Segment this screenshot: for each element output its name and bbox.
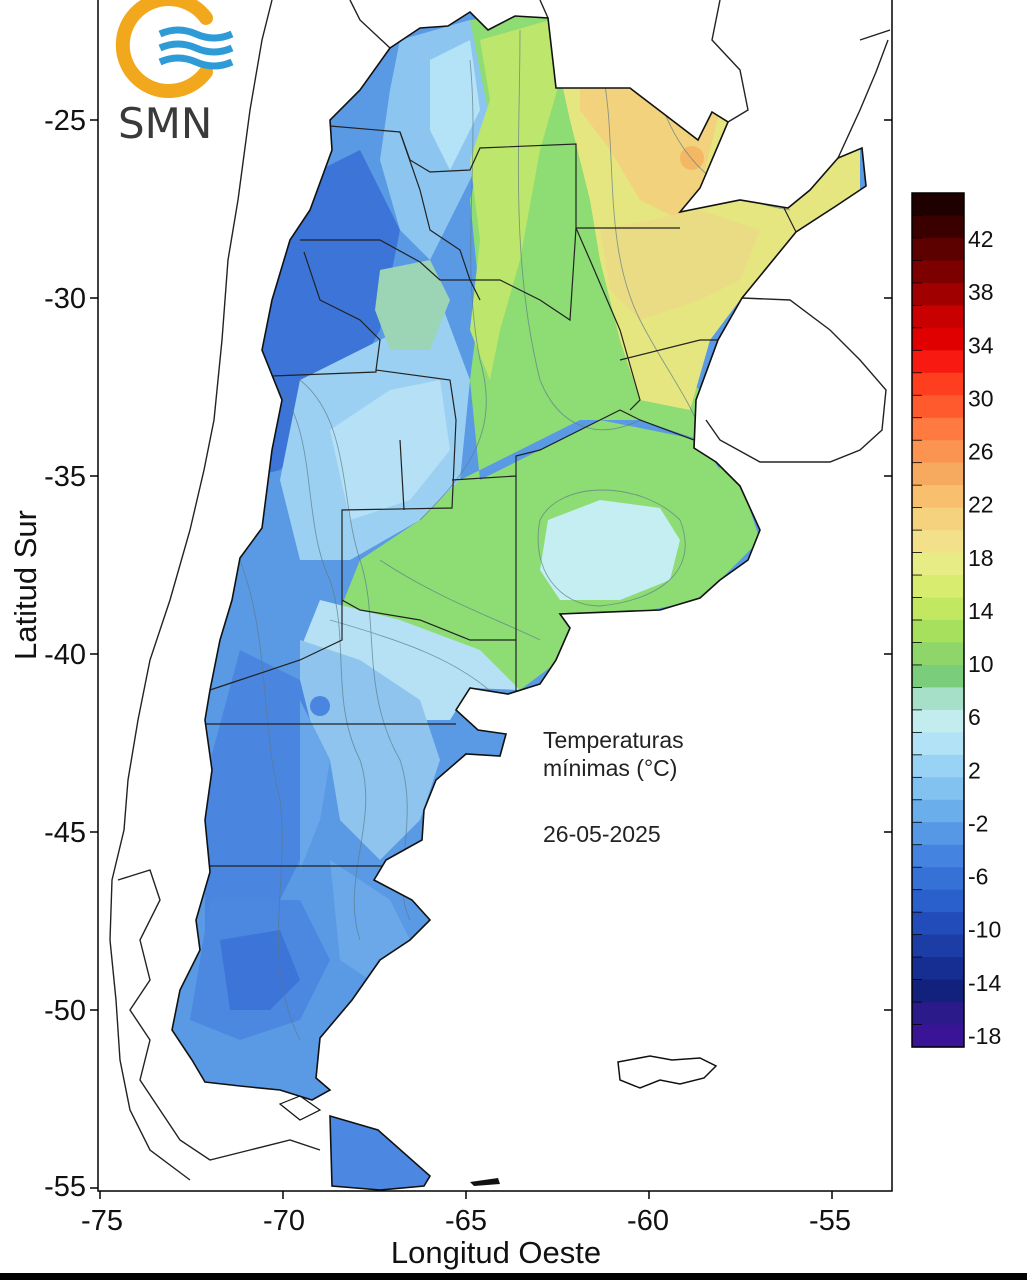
- legend-swatch: [912, 777, 964, 801]
- legend-swatch: [912, 395, 964, 419]
- annotation-date: 26-05-2025: [543, 821, 661, 847]
- legend-label: 26: [968, 439, 994, 465]
- legend-swatch: [912, 979, 964, 1003]
- y-tick-label: -45: [44, 817, 86, 849]
- legend-swatch: [912, 507, 964, 531]
- legend-swatch: [912, 485, 964, 509]
- province-borders: [205, 125, 797, 1186]
- legend-swatch: [912, 642, 964, 666]
- legend-label: 22: [968, 492, 994, 518]
- annotation-title-line2: mínimas (°C): [543, 755, 677, 781]
- legend-swatches: [912, 192, 964, 1048]
- legend-label: 18: [968, 545, 994, 571]
- y-tick-label: -25: [44, 105, 86, 137]
- legend-swatch: [912, 687, 964, 711]
- legend-swatch: [912, 372, 964, 396]
- legend-swatch: [912, 193, 964, 217]
- y-tick-label: -50: [44, 995, 86, 1027]
- legend-swatch: [912, 575, 964, 599]
- x-tick-label: -75: [81, 1205, 123, 1237]
- y-tick-label: -55: [44, 1171, 86, 1203]
- x-tick-labels: -75 -70 -65 -60 -55: [81, 1205, 851, 1237]
- legend-label: 38: [968, 279, 994, 305]
- logo-text: SMN: [118, 99, 212, 148]
- legend-label: 42: [968, 226, 994, 252]
- logo-wave: [158, 26, 234, 42]
- legend-swatch: [912, 889, 964, 913]
- staten-island: [470, 1178, 500, 1186]
- bottom-bar: [0, 1273, 1027, 1280]
- x-tick-label: -70: [263, 1205, 305, 1237]
- legend-label: 34: [968, 332, 994, 358]
- map-annotation: Temperaturas mínimas (°C) 26-05-2025: [543, 727, 684, 847]
- legend-swatch: [912, 732, 964, 756]
- legend-swatch: [912, 417, 964, 441]
- legend-swatch: [912, 664, 964, 689]
- legend-label: -18: [968, 1023, 1001, 1049]
- legend-label: -14: [968, 970, 1001, 996]
- y-tick-label: -30: [44, 283, 86, 315]
- legend-swatch: [912, 260, 964, 284]
- annotation-title-line1: Temperaturas: [543, 727, 684, 753]
- y-tick-label: -40: [44, 639, 86, 671]
- x-tick-label: -55: [809, 1205, 851, 1237]
- legend-label: 6: [968, 704, 981, 730]
- x-axis-title: Longitud Oeste: [391, 1235, 601, 1270]
- legend-swatch: [912, 867, 964, 891]
- legend-label: -6: [968, 864, 988, 890]
- legend-swatch: [912, 799, 964, 823]
- legend-swatch: [912, 1024, 964, 1048]
- legend-swatch: [912, 620, 964, 644]
- neighbor-borders: [109, 0, 891, 1181]
- x-tick-label: -60: [627, 1205, 669, 1237]
- legend-label: 10: [968, 651, 994, 677]
- legend-frame: [911, 192, 965, 1048]
- falkland-islands: [617, 1055, 718, 1089]
- legend-label: -2: [968, 811, 988, 837]
- legend-label: -10: [968, 917, 1001, 943]
- legend-swatch: [912, 462, 964, 486]
- legend-swatch: [912, 957, 964, 981]
- legend-swatch: [912, 754, 964, 778]
- legend-label: 30: [968, 385, 994, 411]
- legend-swatch: [912, 305, 964, 329]
- logo-ring: [115, 0, 213, 98]
- legend-swatch: [912, 934, 964, 958]
- legend-swatch: [912, 215, 964, 239]
- smn-logo: SMN: [115, 0, 234, 148]
- legend-swatch: [912, 709, 964, 733]
- legend-swatch: [912, 350, 964, 374]
- legend-swatch: [912, 237, 964, 262]
- legend-swatch: [912, 282, 964, 306]
- y-axis-title: Latitud Sur: [8, 510, 43, 660]
- legend-swatch: [912, 844, 964, 868]
- legend-labels: 42 38 34 30 26 22 18 14 10 6 2 -2 -6 -10 -14 -18: [968, 226, 1001, 1049]
- legend-label: 2: [968, 757, 981, 783]
- legend-label: 14: [968, 598, 994, 624]
- x-tick-label: -65: [445, 1205, 487, 1237]
- temperature-field: [172, 12, 866, 1190]
- y-tick-label: -35: [44, 461, 86, 493]
- legend-colorbar: 42 38 34 30 26 22 18 14 10 6 2 -2 -6 -10 -14 -18: [911, 192, 1001, 1049]
- legend-swatch: [912, 597, 964, 621]
- legend-swatch: [912, 530, 964, 554]
- legend-swatch: [912, 552, 964, 576]
- y-tick-labels: -25 -30 -35 -40 -45 -50 -55: [44, 105, 86, 1203]
- map-frame: [90, 0, 893, 1199]
- legend-swatch: [912, 912, 964, 936]
- legend-swatch: [912, 1002, 964, 1026]
- legend-swatch: [912, 822, 964, 846]
- legend-swatch: [912, 327, 964, 351]
- legend-swatch: [912, 440, 964, 464]
